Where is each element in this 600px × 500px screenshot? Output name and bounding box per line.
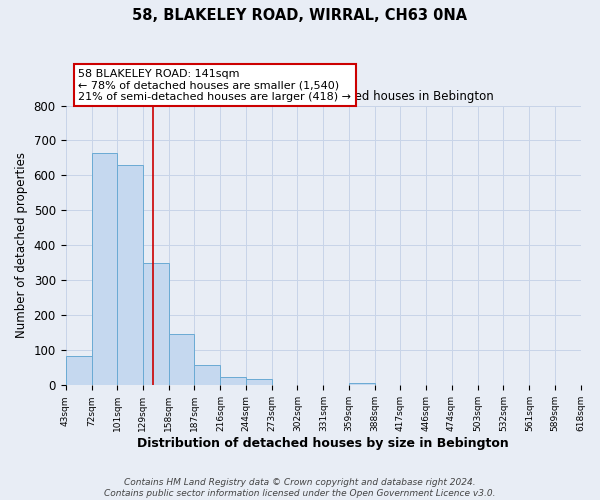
Title: Size of property relative to detached houses in Bebington: Size of property relative to detached ho… xyxy=(152,90,494,103)
Bar xyxy=(92,152,118,386)
Bar xyxy=(194,366,220,386)
Text: 58 BLAKELEY ROAD: 141sqm
← 78% of detached houses are smaller (1,540)
21% of sem: 58 BLAKELEY ROAD: 141sqm ← 78% of detach… xyxy=(78,69,351,102)
Text: Contains HM Land Registry data © Crown copyright and database right 2024.
Contai: Contains HM Land Registry data © Crown c… xyxy=(104,478,496,498)
Bar xyxy=(245,379,272,386)
Text: 58, BLAKELEY ROAD, WIRRAL, CH63 0NA: 58, BLAKELEY ROAD, WIRRAL, CH63 0NA xyxy=(133,8,467,22)
X-axis label: Distribution of detached houses by size in Bebington: Distribution of detached houses by size … xyxy=(137,437,509,450)
Bar xyxy=(169,334,194,386)
Y-axis label: Number of detached properties: Number of detached properties xyxy=(15,152,28,338)
Bar xyxy=(65,356,92,386)
Bar xyxy=(118,165,143,386)
Bar xyxy=(220,376,245,386)
Bar xyxy=(143,263,169,386)
Bar xyxy=(349,382,374,386)
